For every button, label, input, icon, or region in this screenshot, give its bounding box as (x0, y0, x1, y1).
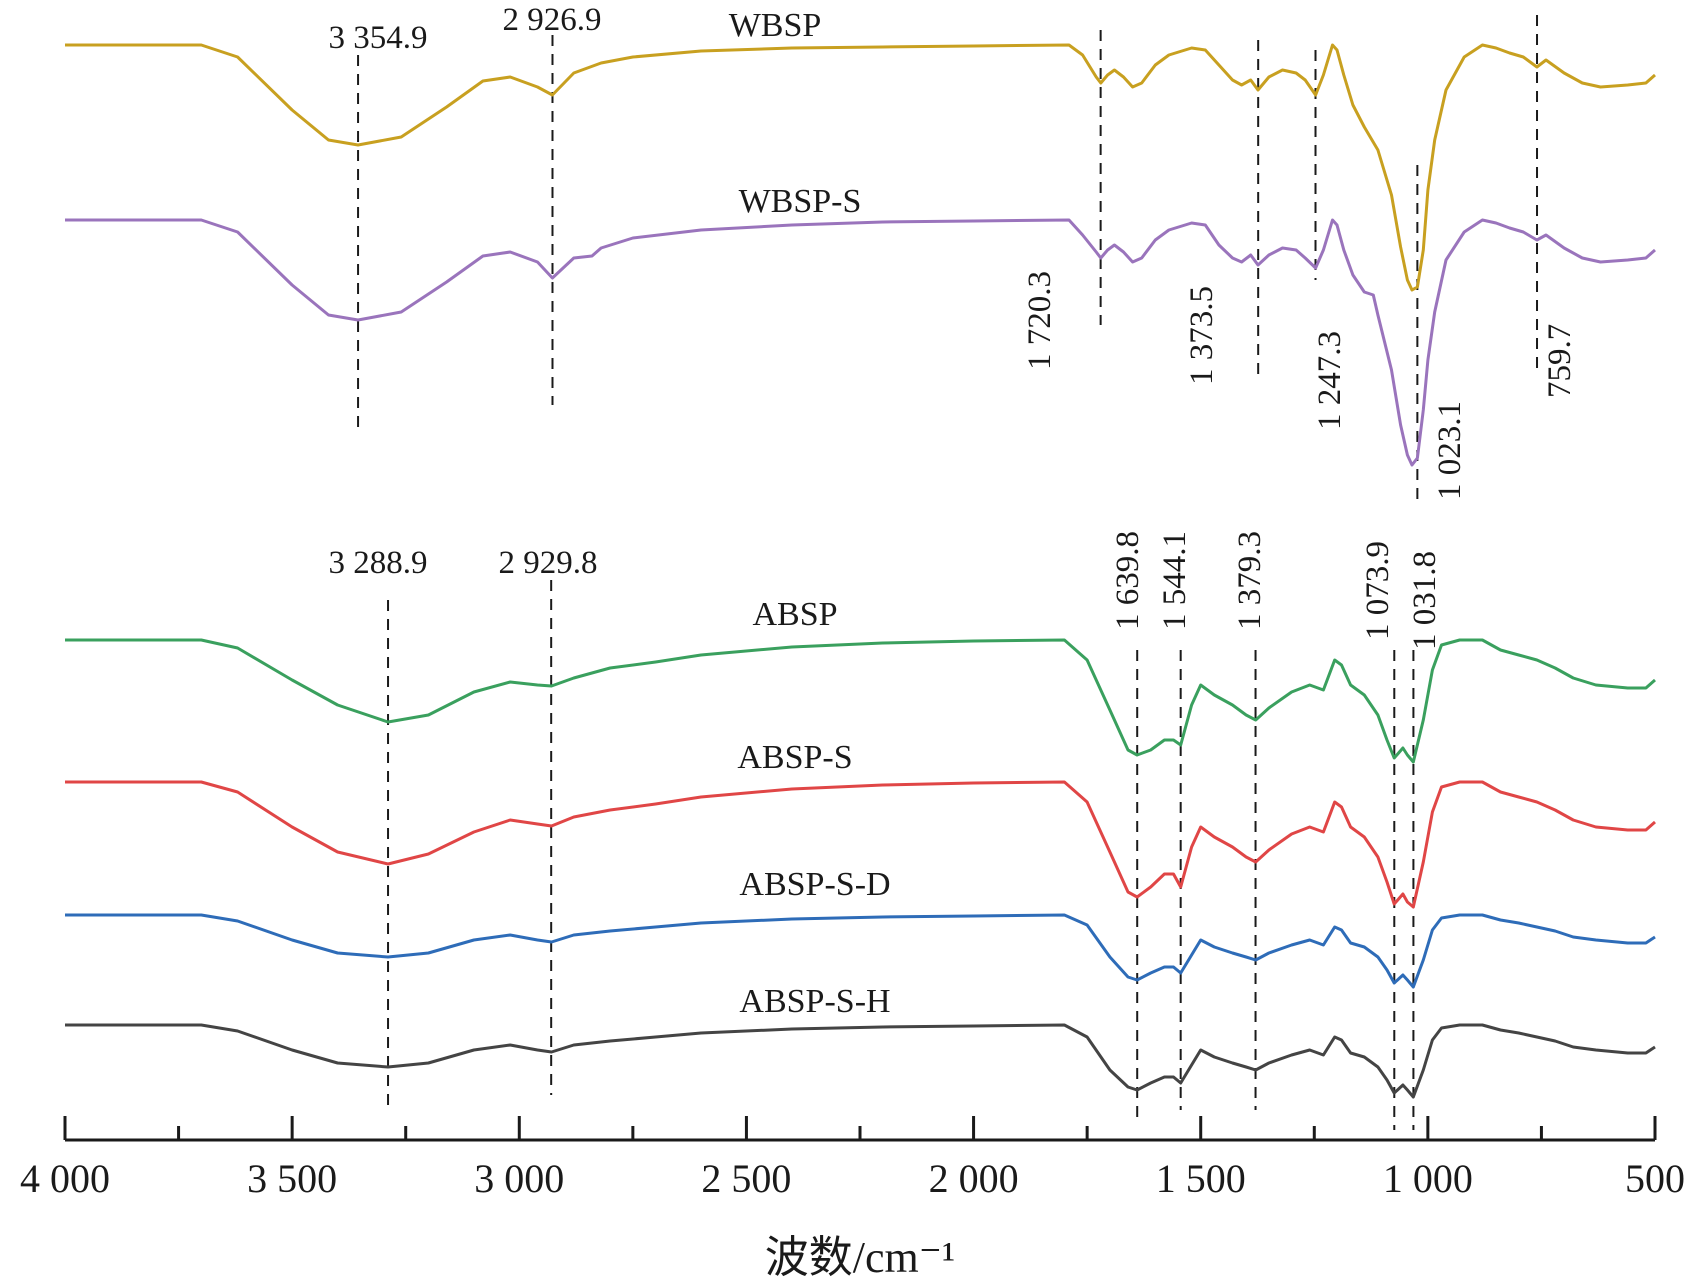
peak-label: 2 926.9 (503, 2, 602, 38)
peak-label: 2 929.8 (499, 545, 598, 581)
series-label: ABSP-S-D (739, 866, 890, 903)
series-line-absp-s-h (65, 1023, 1656, 1099)
x-axis: 4 000 3 500 3 000 2 500 2 000 1 500 1 000 500 (20, 1116, 1685, 1201)
peak-markers: 3 354.9 2 926.9 1 720.3 1 373.5 1 247.3 1 023… (329, 2, 1578, 1130)
series-line-absp (65, 638, 1656, 764)
x-tick-label: 1 500 (1156, 1156, 1246, 1201)
x-tick-label: 2 500 (701, 1156, 791, 1201)
x-tick-label: 3 000 (474, 1156, 564, 1201)
x-tick-label: 3 500 (247, 1156, 337, 1201)
peak-label: 759.7 (1542, 324, 1578, 398)
peak-label: 1 544.1 (1157, 531, 1193, 630)
peak-label: 1 720.3 (1022, 271, 1058, 370)
peak-label: 1 379.3 (1232, 531, 1268, 630)
peak-label: 1 639.8 (1110, 531, 1146, 630)
peak-label: 1 023.1 (1432, 401, 1468, 500)
peak-label: 1 031.8 (1407, 551, 1443, 650)
spectra-series (65, 43, 1656, 1099)
series-label: WBSP-S (739, 183, 862, 220)
x-tick-label: 4 000 (20, 1156, 110, 1201)
series-line-wbsp (65, 43, 1656, 292)
peak-label: 3 288.9 (329, 545, 428, 581)
peak-label: 3 354.9 (329, 20, 428, 56)
series-line-absp-s-d (65, 913, 1656, 989)
peak-label: 1 073.9 (1360, 541, 1396, 640)
series-labels: WBSP WBSP-S ABSP ABSP-S ABSP-S-D ABSP-S-H (729, 7, 891, 1020)
series-label: WBSP (729, 7, 822, 44)
peak-label: 1 373.5 (1184, 286, 1220, 385)
x-tick-label: 1 000 (1383, 1156, 1473, 1201)
series-label: ABSP-S-H (739, 983, 890, 1020)
peak-label: 1 247.3 (1312, 331, 1348, 430)
x-tick-label: 2 000 (929, 1156, 1019, 1201)
x-tick-label: 500 (1625, 1156, 1685, 1201)
series-line-wbsp-s (65, 218, 1656, 467)
series-label: ABSP-S (737, 739, 852, 776)
series-label: ABSP (752, 596, 837, 633)
series-line-absp-s (65, 780, 1656, 909)
x-axis-title: 波数/cm⁻¹ (765, 1233, 955, 1282)
